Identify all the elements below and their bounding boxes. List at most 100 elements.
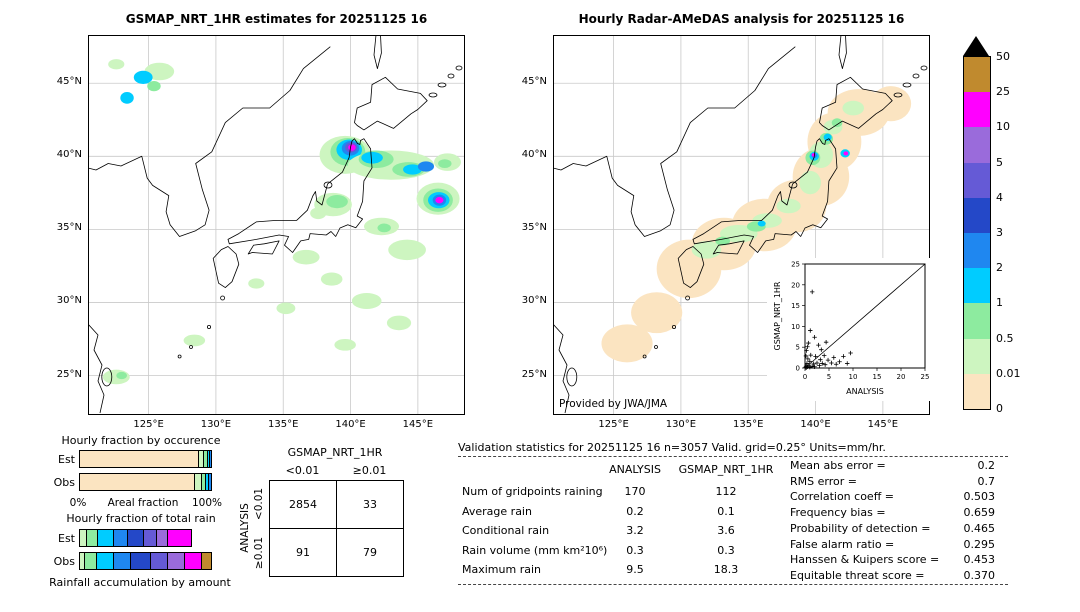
precip-blob [351, 292, 382, 310]
occurrence-chart-title: Hourly fraction by occurence [61, 434, 221, 447]
inset-tick-label: 25 [921, 373, 930, 381]
precip-blob [435, 196, 444, 204]
precip-blob [842, 100, 865, 116]
island-outline [893, 92, 903, 98]
bar-segment [144, 530, 158, 546]
inset-tick-label: 15 [791, 302, 800, 310]
validation-value-gsmap: 0.1 [717, 504, 735, 518]
precip-blob [757, 220, 766, 227]
inset-background [767, 258, 930, 401]
colorbar-tick-label: 4 [996, 190, 1003, 204]
gsmap-map [88, 35, 465, 415]
colorbar-tick-label: 1 [996, 296, 1003, 310]
scatter-point [823, 340, 829, 345]
contingency-side-title: ANALYSIS [239, 503, 251, 553]
colorbar-segment [964, 92, 990, 128]
lat-tick-label: 45°N [56, 76, 82, 88]
scatter-point [825, 357, 831, 363]
scatter-point [808, 352, 813, 358]
occurrence_fraction-row: Est [53, 450, 212, 468]
bar-segment [167, 553, 185, 569]
validation-row-label: Num of gridpoints raining [462, 485, 603, 498]
axis-title: Areal fraction [107, 497, 179, 509]
precip-blob [133, 70, 153, 84]
inset-tick-label: 20 [897, 373, 906, 381]
scatter-point [812, 335, 817, 340]
colorbar-tick-label: 0.5 [996, 331, 1014, 345]
scatter-point [818, 357, 823, 362]
bar-segment [97, 553, 115, 569]
precip-blob [361, 151, 383, 164]
scatter-point [816, 342, 821, 348]
lon-tick-label: 125°E [598, 419, 629, 430]
contingency-col-label-ge: ≥0.01 [352, 464, 387, 477]
precip-blob [601, 324, 653, 363]
precip-blob [334, 338, 356, 351]
inset-tick-label: 10 [791, 323, 800, 331]
coastline-path [227, 138, 373, 253]
scatter-point [837, 359, 842, 364]
validation-row-label: Conditional rain [462, 524, 550, 537]
precip-blob [388, 239, 426, 261]
bar-segment [80, 553, 86, 569]
precip-blob [438, 159, 452, 168]
scatter-point [811, 361, 816, 367]
lat-tick-label: 25°N [521, 368, 547, 380]
bar-segment [85, 553, 98, 569]
contingency-row: 2854 33 [269, 480, 404, 529]
precip-blob [386, 315, 412, 331]
scatter-point [807, 364, 812, 370]
validation-row-label: Rain volume (mm km²10⁶) [462, 543, 608, 557]
contingency-row: 91 79 [269, 528, 404, 577]
inset-tick-label: 5 [827, 373, 831, 381]
total-rain-chart-title: Hourly fraction of total rain [66, 512, 216, 525]
coastlines [553, 35, 928, 414]
island-outline [788, 181, 798, 189]
island-outline [189, 345, 193, 349]
scatter-point [805, 356, 811, 362]
precip-blob [248, 278, 265, 289]
island-outline [566, 367, 578, 387]
scatter-point [813, 354, 818, 359]
colorbar-tick-label: 2 [996, 261, 1003, 275]
axis-max-label: 100% [191, 497, 223, 509]
map-gridlines [88, 35, 465, 415]
score-label: Equitable threat score = [790, 568, 925, 582]
occurrence_fraction-row: Obs [53, 473, 212, 491]
contingency-col-label-lt: <0.01 [285, 464, 320, 477]
validation-value-gsmap: 18.3 [713, 563, 739, 576]
scatter-point [806, 340, 811, 346]
bar-segment [207, 451, 210, 467]
island-outline [437, 82, 447, 88]
inset-frame [804, 263, 926, 369]
map-frame [553, 35, 930, 415]
scatter-point [817, 363, 822, 368]
inset-tick-label: 20 [791, 281, 800, 289]
bar-segment [201, 553, 211, 569]
inset-tick-label: 10 [849, 373, 858, 381]
total_rain_fraction-row: Obs [53, 552, 212, 570]
inset-xlabel: ANALYSIS [846, 387, 884, 396]
gsmap-map-title: GSMAP_NRT_1HR estimates for 20251125 16 [125, 12, 428, 26]
axis-min-label: 0% [69, 497, 87, 509]
divider-top [458, 456, 1008, 457]
validation-value-analysis: 3.2 [626, 524, 644, 537]
precip-blob [417, 161, 435, 172]
bar-row-label: Est [58, 452, 75, 466]
validation-value-analysis: 170 [624, 485, 646, 498]
scatter-point [829, 360, 834, 366]
scatter-point [848, 350, 853, 356]
coastline-path [692, 138, 838, 253]
map-frame [88, 35, 465, 415]
bar-segment [184, 553, 202, 569]
score-label: Mean abs error = [790, 459, 886, 472]
total-rain-chart-caption: Rainfall accumulation by amount [49, 576, 231, 589]
scatter-point [822, 362, 828, 367]
scatter-point [810, 289, 815, 295]
precip-blob [715, 236, 731, 246]
colorbar-segment [964, 268, 990, 304]
scatter-point [831, 355, 836, 360]
bar-segment [199, 451, 205, 467]
stacked-bar [79, 552, 212, 570]
colorbar-tick-label: 10 [996, 120, 1010, 134]
